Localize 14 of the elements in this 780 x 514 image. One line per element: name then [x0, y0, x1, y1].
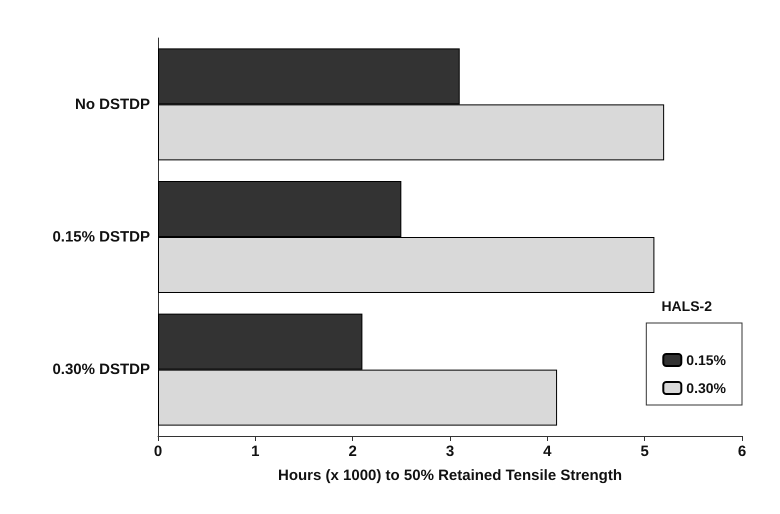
x-tick-label: 1 [251, 443, 260, 460]
x-axis-title: Hours (x 1000) to 50% Retained Tensile Strength [278, 467, 622, 484]
legend-label: 0.15% [686, 352, 727, 368]
x-tick-label: 2 [348, 443, 357, 460]
x-tick-label: 4 [543, 443, 552, 460]
y-tick-label: 0.30% DSTDP [52, 361, 150, 378]
y-tick-label: No DSTDP [75, 96, 150, 113]
x-tick-label: 0 [154, 443, 162, 460]
x-tick-label: 6 [738, 443, 746, 460]
x-tick-label: 5 [640, 443, 649, 460]
legend-label: 0.30% [686, 380, 727, 396]
x-tick-label: 3 [446, 443, 454, 460]
y-tick-label: 0.15% DSTDP [52, 228, 150, 246]
legend-title: HALS-2 [661, 298, 712, 314]
